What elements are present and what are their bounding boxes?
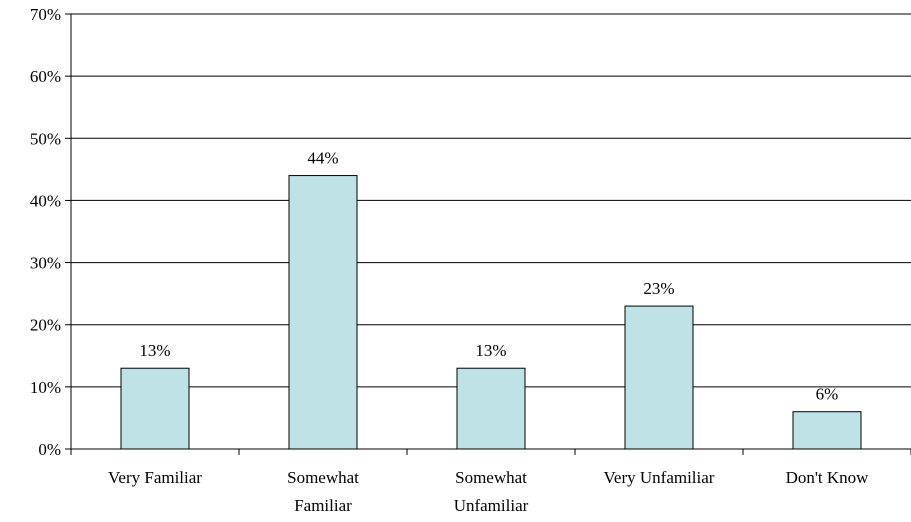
data-label: 13% bbox=[139, 341, 170, 360]
y-tick-label: 0% bbox=[38, 440, 61, 459]
y-tick-label: 20% bbox=[30, 316, 61, 335]
x-tick-label-line: Somewhat bbox=[455, 468, 527, 487]
bar bbox=[624, 305, 694, 450]
x-tick-label-line: Unfamiliar bbox=[454, 496, 529, 515]
x-tick-label-line: Somewhat bbox=[287, 468, 359, 487]
bar bbox=[792, 411, 862, 450]
x-tick-label-line: Don't Know bbox=[786, 468, 870, 487]
labels: 0% 10% 20% 30% 40% 50% 60% 70% 13% Very Familiar 4… bbox=[30, 5, 869, 515]
x-tick-label: Don't Know bbox=[786, 468, 870, 487]
x-tick-label-line: Very Unfamiliar bbox=[604, 468, 715, 487]
x-tick-label: Very Familiar bbox=[108, 468, 202, 487]
y-tick-label: 40% bbox=[30, 191, 61, 210]
x-tick-label-line: Familiar bbox=[294, 496, 352, 515]
bar bbox=[120, 367, 190, 450]
data-label: 23% bbox=[643, 279, 674, 298]
y-tick-label: 30% bbox=[30, 254, 61, 273]
x-tick-label-line: Very Familiar bbox=[108, 468, 202, 487]
axes bbox=[65, 13, 911, 455]
x-tick-label: Somewhat Unfamiliar bbox=[454, 468, 529, 515]
bars bbox=[120, 175, 862, 450]
data-label: 13% bbox=[475, 341, 506, 360]
bar bbox=[456, 367, 526, 450]
bar bbox=[288, 175, 358, 450]
x-tick-label: Somewhat Familiar bbox=[287, 468, 359, 515]
y-tick-label: 50% bbox=[30, 129, 61, 148]
x-tick-label: Very Unfamiliar bbox=[604, 468, 715, 487]
y-tick-label: 70% bbox=[30, 5, 61, 24]
data-label: 6% bbox=[816, 385, 839, 404]
gridlines bbox=[71, 13, 911, 388]
y-tick-label: 60% bbox=[30, 67, 61, 86]
y-tick-label: 10% bbox=[30, 378, 61, 397]
data-label: 44% bbox=[307, 149, 338, 168]
